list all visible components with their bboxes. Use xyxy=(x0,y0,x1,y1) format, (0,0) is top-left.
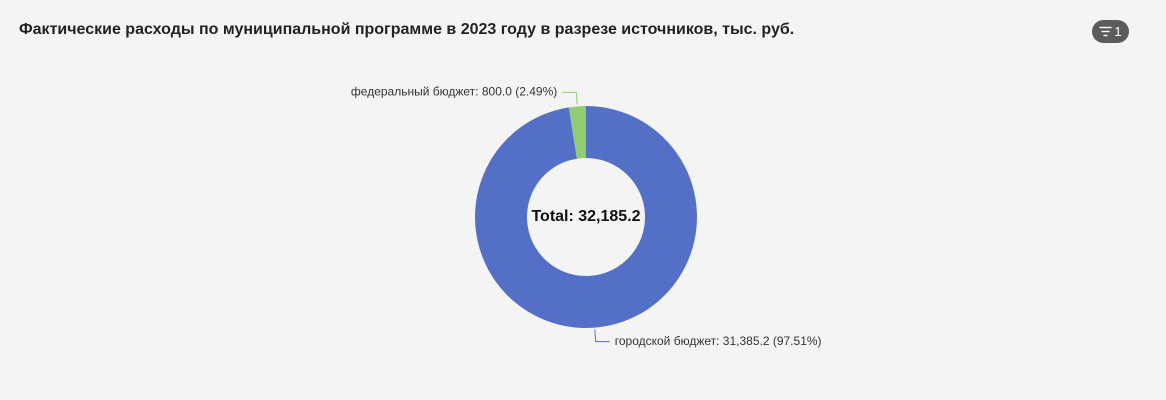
chart-title: Фактические расходы по муниципальной про… xyxy=(19,21,795,38)
leader-line xyxy=(562,91,578,105)
filter-icon xyxy=(1099,26,1112,37)
slice-label: федеральный бюджет: 800.0 (2.49%) xyxy=(351,85,557,99)
leader-line xyxy=(594,329,610,343)
donut-slice[interactable] xyxy=(474,106,698,328)
slice-label: городской бюджет: 31,385.2 (97.51%) xyxy=(615,334,822,348)
total-label: Total: 32,185.2 xyxy=(531,208,640,225)
filter-button[interactable]: 1 xyxy=(1092,20,1129,43)
donut-slice[interactable] xyxy=(568,106,586,159)
filter-count: 1 xyxy=(1114,24,1122,39)
